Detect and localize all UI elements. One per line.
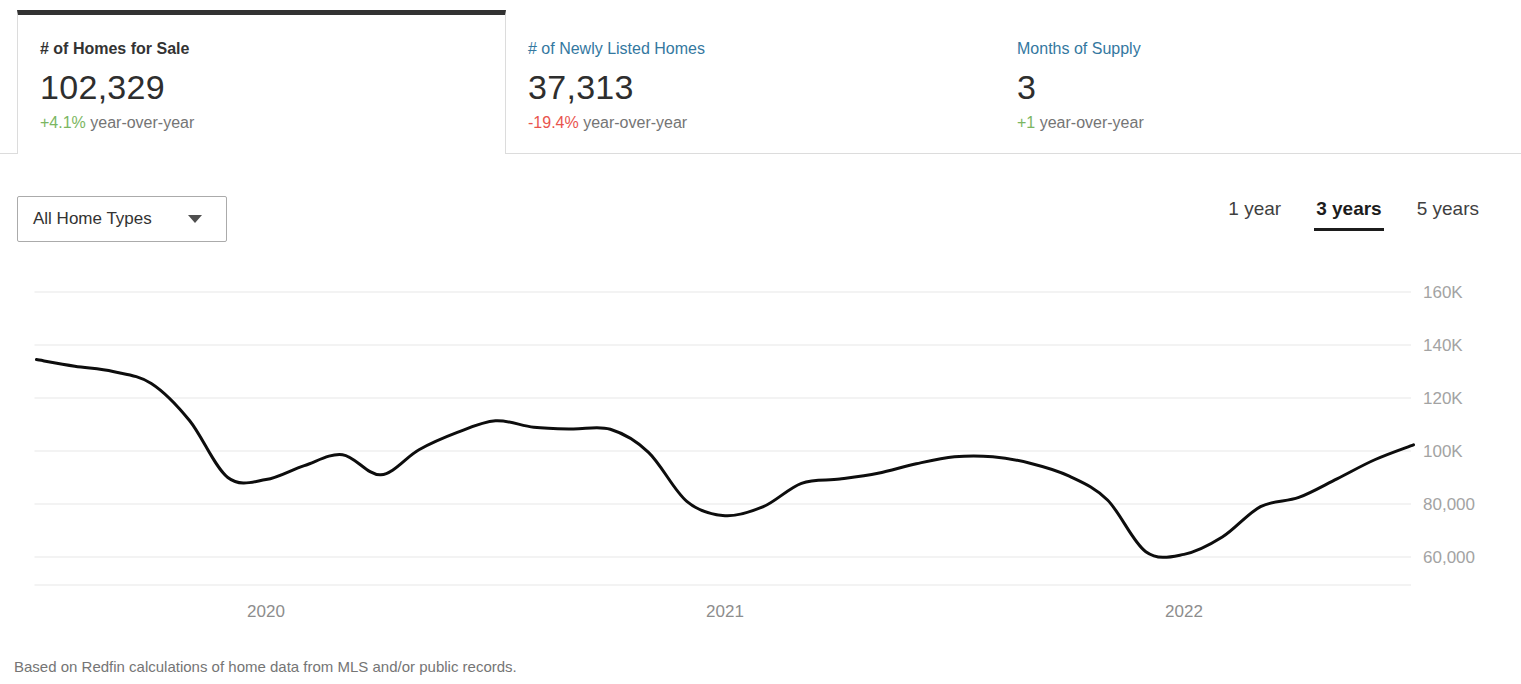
housing-inventory-widget: # of Homes for Sale 102,329 +4.1% year-o…: [0, 0, 1521, 684]
delta-suffix: year-over-year: [579, 114, 687, 131]
tab-months-of-supply[interactable]: Months of Supply 3 +1 year-over-year: [995, 10, 1484, 154]
y-axis-label: 100K: [1423, 442, 1463, 461]
delta-value: -19.4%: [528, 114, 579, 131]
x-axis-label: 2020: [247, 602, 285, 621]
tab-newly-listed-homes[interactable]: # of Newly Listed Homes 37,313 -19.4% ye…: [506, 10, 995, 154]
y-axis-label: 80,000: [1423, 495, 1475, 514]
tab-title: # of Newly Listed Homes: [528, 40, 995, 58]
delta-suffix: year-over-year: [86, 114, 194, 131]
range-5-years[interactable]: 5 years: [1415, 198, 1481, 231]
y-axis-label: 160K: [1423, 283, 1463, 302]
inventory-line-chart: 160K 140K 120K 100K 80,000 60,000 2020 2021 2022: [0, 270, 1521, 630]
home-type-dropdown-label: All Home Types: [33, 209, 152, 229]
range-1-year[interactable]: 1 year: [1226, 198, 1283, 231]
tab-homes-for-sale[interactable]: # of Homes for Sale 102,329 +4.1% year-o…: [17, 10, 506, 154]
delta-suffix: year-over-year: [1035, 114, 1143, 131]
x-axis-label: 2021: [706, 602, 744, 621]
tab-title: # of Homes for Sale: [40, 40, 505, 58]
time-range-selector: 1 year 3 years 5 years: [1226, 198, 1481, 231]
x-axis-label: 2022: [1165, 602, 1203, 621]
tab-delta: +4.1% year-over-year: [40, 114, 505, 132]
range-3-years[interactable]: 3 years: [1314, 198, 1384, 231]
tab-value: 3: [1017, 68, 1484, 107]
tab-delta: -19.4% year-over-year: [528, 114, 995, 132]
y-axis-label: 140K: [1423, 336, 1463, 355]
delta-value: +1: [1017, 114, 1035, 131]
tab-delta: +1 year-over-year: [1017, 114, 1484, 132]
delta-value: +4.1%: [40, 114, 86, 131]
y-axis-label: 120K: [1423, 389, 1463, 408]
source-attribution: Based on Redfin calculations of home dat…: [14, 658, 517, 675]
metric-tabs: # of Homes for Sale 102,329 +4.1% year-o…: [0, 0, 1521, 154]
home-type-dropdown[interactable]: All Home Types: [17, 196, 227, 242]
tab-value: 37,313: [528, 68, 995, 107]
homes-for-sale-trend-line: [37, 360, 1414, 558]
tab-value: 102,329: [40, 68, 505, 107]
y-axis-label: 60,000: [1423, 548, 1475, 567]
tab-title: Months of Supply: [1017, 40, 1484, 58]
chevron-down-icon: [188, 215, 202, 223]
